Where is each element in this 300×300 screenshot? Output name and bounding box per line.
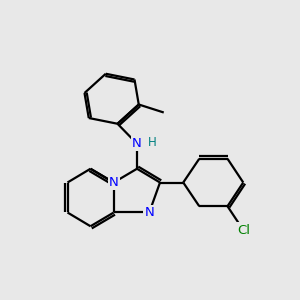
Text: N: N <box>144 206 154 219</box>
Text: Cl: Cl <box>237 224 250 236</box>
Text: N: N <box>109 176 118 189</box>
Text: N: N <box>132 137 142 150</box>
Text: H: H <box>148 136 157 149</box>
